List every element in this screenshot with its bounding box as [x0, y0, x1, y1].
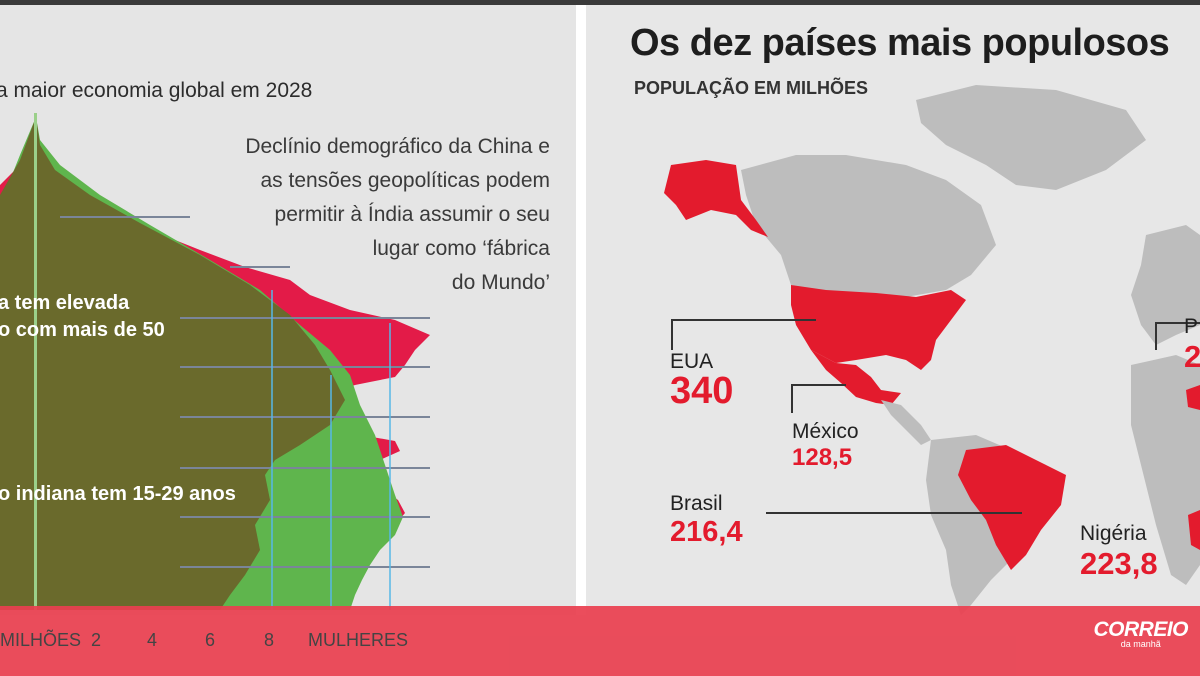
- footer-banner: [0, 606, 1200, 676]
- axis-tick-6: 6: [205, 630, 216, 650]
- europe-red-shape: [1186, 385, 1200, 410]
- map-subtitle: POPULAÇÃO EM MILHÕES: [634, 78, 869, 98]
- country-name: Nigéria: [1080, 522, 1147, 545]
- country-name: EUA: [670, 350, 714, 373]
- overlap-area: [0, 117, 345, 610]
- leader-line-eua: [671, 319, 816, 350]
- world-map: [664, 85, 1200, 615]
- axis-tick-4: 4: [147, 630, 158, 650]
- top-rule: [0, 0, 1200, 5]
- mexico-shape: [811, 350, 901, 405]
- central-america-shape: [881, 400, 931, 445]
- map-title: Os dez países mais populosos: [630, 22, 1170, 64]
- pyramid-label-china-2: o com mais de 50: [0, 319, 165, 341]
- country-population: 223,8: [1080, 546, 1158, 581]
- alaska-shape: [664, 160, 768, 237]
- leader-line-mexico: [791, 384, 846, 413]
- axis-label-milhoes: MILHÕES: [0, 630, 82, 650]
- europe-shape: [1131, 225, 1200, 345]
- logo-tagline: da manhã: [1120, 639, 1161, 649]
- country-label-eua: EUA 340: [670, 350, 734, 412]
- canada-shape: [741, 155, 996, 297]
- pyramid-label-india: o indiana tem 15-29 anos: [0, 483, 236, 505]
- pyramid-subtitle: a maior economia global em 2028: [0, 79, 313, 102]
- country-population: 128,5: [792, 444, 853, 471]
- logo-brand: CORREIO: [1093, 618, 1188, 641]
- africa-shape: [1131, 355, 1200, 585]
- country-name: Brasil: [670, 492, 723, 515]
- country-name: México: [792, 420, 859, 443]
- greenland-shape: [916, 85, 1146, 190]
- country-name: P: [1184, 315, 1199, 338]
- country-label-nigeria: Nigéria 223,8: [1080, 522, 1158, 582]
- country-label-mexico: México 128,5: [792, 420, 859, 472]
- country-population: 216,4: [670, 516, 743, 548]
- nigeria-shape: [1188, 510, 1200, 550]
- axis-tick-8: 8: [264, 630, 275, 650]
- pyramid-spine: [34, 113, 37, 610]
- population-pyramid: [0, 113, 430, 610]
- country-label-brasil: Brasil 216,4: [670, 492, 743, 549]
- world-map-panel: [586, 5, 1200, 615]
- pyramid-label-china: a tem elevada: [0, 292, 130, 314]
- brand-logo[interactable]: CORREIO da manhã: [1093, 618, 1188, 649]
- axis-label-mulheres: MULHERES: [308, 630, 409, 650]
- usa-shape: [791, 285, 966, 370]
- country-population: 340: [670, 370, 734, 412]
- country-population: 2: [1184, 339, 1200, 374]
- panel-divider: [576, 5, 586, 615]
- brazil-shape: [958, 445, 1066, 570]
- pyramid-annotation: Declínio demográfico da China e as tensõ…: [245, 135, 550, 294]
- axis-tick-2: 2: [91, 630, 102, 650]
- country-label-partial: P 2: [1184, 315, 1200, 375]
- leader-line-p: [1155, 322, 1200, 350]
- population-pyramid-panel: a maior economia global em 2028 Declínio…: [0, 5, 576, 615]
